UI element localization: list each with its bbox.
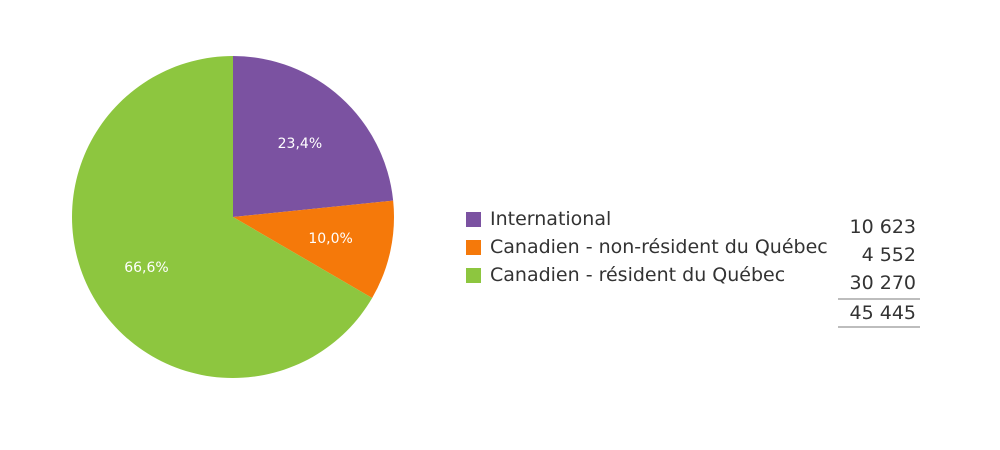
slice-percent-label: 66,6% bbox=[124, 260, 168, 276]
legend-item-resident: Canadien - résident du Québec bbox=[466, 261, 828, 289]
pie-slice bbox=[72, 56, 373, 378]
legend-swatch bbox=[466, 211, 481, 227]
legend-swatch bbox=[466, 239, 481, 255]
legend-label: International bbox=[490, 208, 612, 230]
value-non-resident: 4 552 bbox=[861, 244, 916, 266]
value-international: 10 623 bbox=[849, 216, 916, 238]
pie-slice bbox=[233, 56, 394, 217]
total-underline bbox=[838, 326, 920, 328]
pie-slice bbox=[233, 200, 394, 299]
legend-label: Canadien - non-résident du Québec bbox=[490, 236, 828, 258]
value-total: 45 445 bbox=[838, 298, 920, 326]
legend-swatch bbox=[466, 267, 481, 283]
legend-label: Canadien - résident du Québec bbox=[490, 264, 786, 286]
legend-item-international: International bbox=[466, 205, 828, 233]
slice-percent-label: 10,0% bbox=[308, 231, 352, 247]
legend-item-non-resident: Canadien - non-résident du Québec bbox=[466, 233, 828, 261]
slice-percent-label: 23,4% bbox=[278, 136, 322, 152]
legend: International Canadien - non-résident du… bbox=[466, 205, 828, 289]
value-resident: 30 270 bbox=[849, 272, 916, 294]
values-table: 10 623 4 552 30 270 45 445 bbox=[838, 213, 920, 328]
